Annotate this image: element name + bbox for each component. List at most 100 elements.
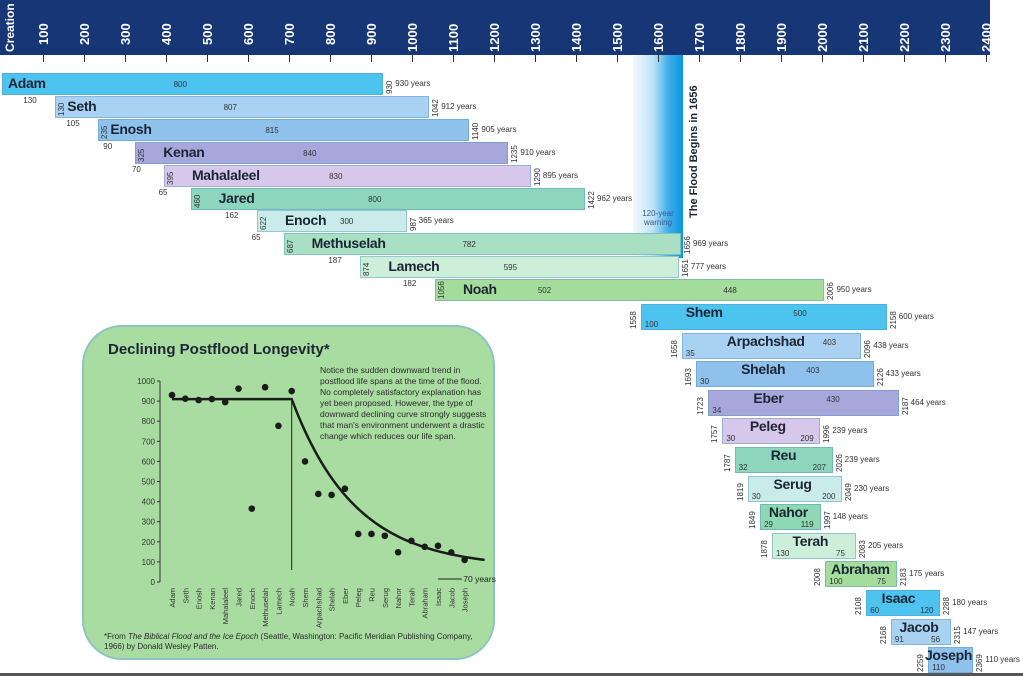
data-point bbox=[261, 383, 269, 391]
x-tick-label: Jared bbox=[235, 588, 244, 607]
person-bar bbox=[708, 389, 899, 416]
person-name: Enosh bbox=[110, 120, 152, 137]
lifespan-label: 148 years bbox=[832, 512, 868, 522]
warning-label: 120-year warning bbox=[642, 209, 674, 227]
birth-year: 1849 bbox=[748, 511, 758, 530]
axis-tick-label: 2000 bbox=[815, 23, 830, 52]
death-year: 2026 bbox=[834, 454, 844, 472]
axis-tick-label: 2200 bbox=[897, 23, 912, 52]
person-bar bbox=[360, 256, 679, 279]
person-bar bbox=[747, 475, 843, 502]
birth-year: 395 bbox=[165, 171, 175, 185]
lifespan-label: 205 years bbox=[868, 540, 904, 550]
lifespan-label: 464 years bbox=[910, 397, 946, 407]
axis-tick-mark bbox=[699, 55, 700, 62]
person-bar bbox=[2, 73, 384, 95]
birth-year: 874 bbox=[362, 262, 372, 277]
x-tick-label: Terah bbox=[407, 588, 416, 607]
asymptote-label: 70 years bbox=[463, 574, 496, 584]
person-bar bbox=[190, 187, 585, 210]
remaining-years: 782 bbox=[462, 240, 476, 250]
person-name: Serug bbox=[773, 475, 812, 492]
axis-tick-mark bbox=[84, 55, 85, 62]
axis-tick-mark bbox=[412, 55, 413, 62]
remaining-years: 807 bbox=[223, 102, 237, 112]
person-bar bbox=[734, 447, 833, 473]
x-tick-label: Isaac bbox=[434, 588, 443, 606]
data-point bbox=[381, 532, 389, 540]
remaining-years: 75 bbox=[877, 577, 886, 587]
x-tick-label: Serug bbox=[381, 588, 390, 608]
y-tick-label: 300 bbox=[142, 518, 156, 527]
axis-tick-mark bbox=[125, 55, 126, 62]
axis-tick-label: 2300 bbox=[938, 23, 953, 52]
axis-tick-mark bbox=[494, 55, 495, 62]
remaining-years: 200 bbox=[822, 491, 836, 501]
person-name: Noah bbox=[462, 281, 497, 298]
birth-year: 460 bbox=[192, 194, 202, 208]
death-year: 2096 bbox=[863, 339, 873, 358]
lifespan-label: 777 years bbox=[690, 262, 727, 272]
trend-curve bbox=[172, 397, 485, 562]
axis-tick-label: 1600 bbox=[651, 23, 666, 52]
axis-tick-mark bbox=[986, 55, 987, 62]
remaining-years: 119 bbox=[800, 520, 814, 530]
begat-age: 65 bbox=[251, 233, 261, 243]
death-year: 930 bbox=[385, 80, 395, 94]
person-bar bbox=[283, 233, 681, 256]
begat-age: 65 bbox=[158, 187, 168, 197]
x-tick-label: Abraham bbox=[421, 588, 430, 618]
person-bar bbox=[98, 118, 470, 141]
axis-tick-mark bbox=[576, 55, 577, 62]
death-year: 2187 bbox=[900, 397, 910, 415]
person-bar bbox=[890, 618, 952, 645]
person-name: Nahor bbox=[768, 504, 808, 521]
axis-tick-label: 1800 bbox=[733, 23, 748, 52]
data-point bbox=[461, 556, 468, 564]
birth-year: 130 bbox=[57, 102, 67, 116]
data-point bbox=[368, 530, 375, 538]
bottom-edge bbox=[0, 673, 1023, 676]
death-year: 2369 bbox=[975, 654, 985, 673]
flood-label: The Flood Begins in 1656 bbox=[688, 85, 700, 218]
begat-age: 91 bbox=[894, 634, 904, 644]
lifespan-label: 600 years bbox=[898, 312, 934, 321]
death-year: 2288 bbox=[942, 597, 952, 615]
axis-tick-mark bbox=[740, 55, 741, 62]
begat-age: 100 bbox=[644, 320, 659, 329]
axis-tick-label: 2400 bbox=[979, 23, 994, 52]
person-name: Seth bbox=[67, 97, 97, 114]
begat-age: 90 bbox=[103, 141, 113, 151]
axis-tick-label: 100 bbox=[36, 23, 51, 45]
flood-warning-band bbox=[633, 55, 683, 258]
remaining-years: 500 bbox=[793, 309, 807, 318]
lifespan-label: 365 years bbox=[418, 216, 454, 226]
begat-age: 100 bbox=[829, 577, 843, 587]
data-point bbox=[168, 391, 176, 399]
inset-plot: 0 100 200 300 400 500 600 700 800 900 1000 Adam Seth… bbox=[137, 377, 496, 628]
axis-tick-label: 1100 bbox=[446, 23, 461, 52]
person-bar bbox=[163, 164, 531, 187]
y-tick-label: 400 bbox=[142, 498, 156, 507]
timeline-axis-header: Creation 100 200 300 400 500 600 700 800 900 1000 1… bbox=[0, 0, 994, 55]
axis-tick-label: 1000 bbox=[405, 23, 420, 52]
axis-tick-label: 400 bbox=[159, 23, 174, 45]
x-tick-label: Adam bbox=[168, 588, 177, 608]
lifespan-label: 147 years bbox=[963, 626, 999, 636]
data-point bbox=[301, 458, 309, 465]
lifespan-label: 239 years bbox=[832, 426, 868, 436]
axis-tick-mark bbox=[781, 55, 782, 62]
person-bar bbox=[55, 95, 430, 118]
begat-age: 70 bbox=[131, 164, 141, 174]
axis-tick-mark bbox=[822, 55, 823, 62]
axis-tick-mark bbox=[904, 55, 905, 62]
x-tick-label: Jacob bbox=[447, 588, 456, 608]
citation-title: The Biblical Flood and the Ice Epoch bbox=[128, 632, 259, 641]
x-tick-label: Lamech bbox=[274, 588, 283, 615]
begat-age: 130 bbox=[23, 96, 37, 105]
death-year: 2083 bbox=[858, 540, 868, 558]
person-bar bbox=[866, 590, 941, 616]
death-year: 2183 bbox=[899, 568, 909, 587]
death-year: 1042 bbox=[431, 99, 441, 117]
person-name: Shem bbox=[685, 304, 723, 320]
